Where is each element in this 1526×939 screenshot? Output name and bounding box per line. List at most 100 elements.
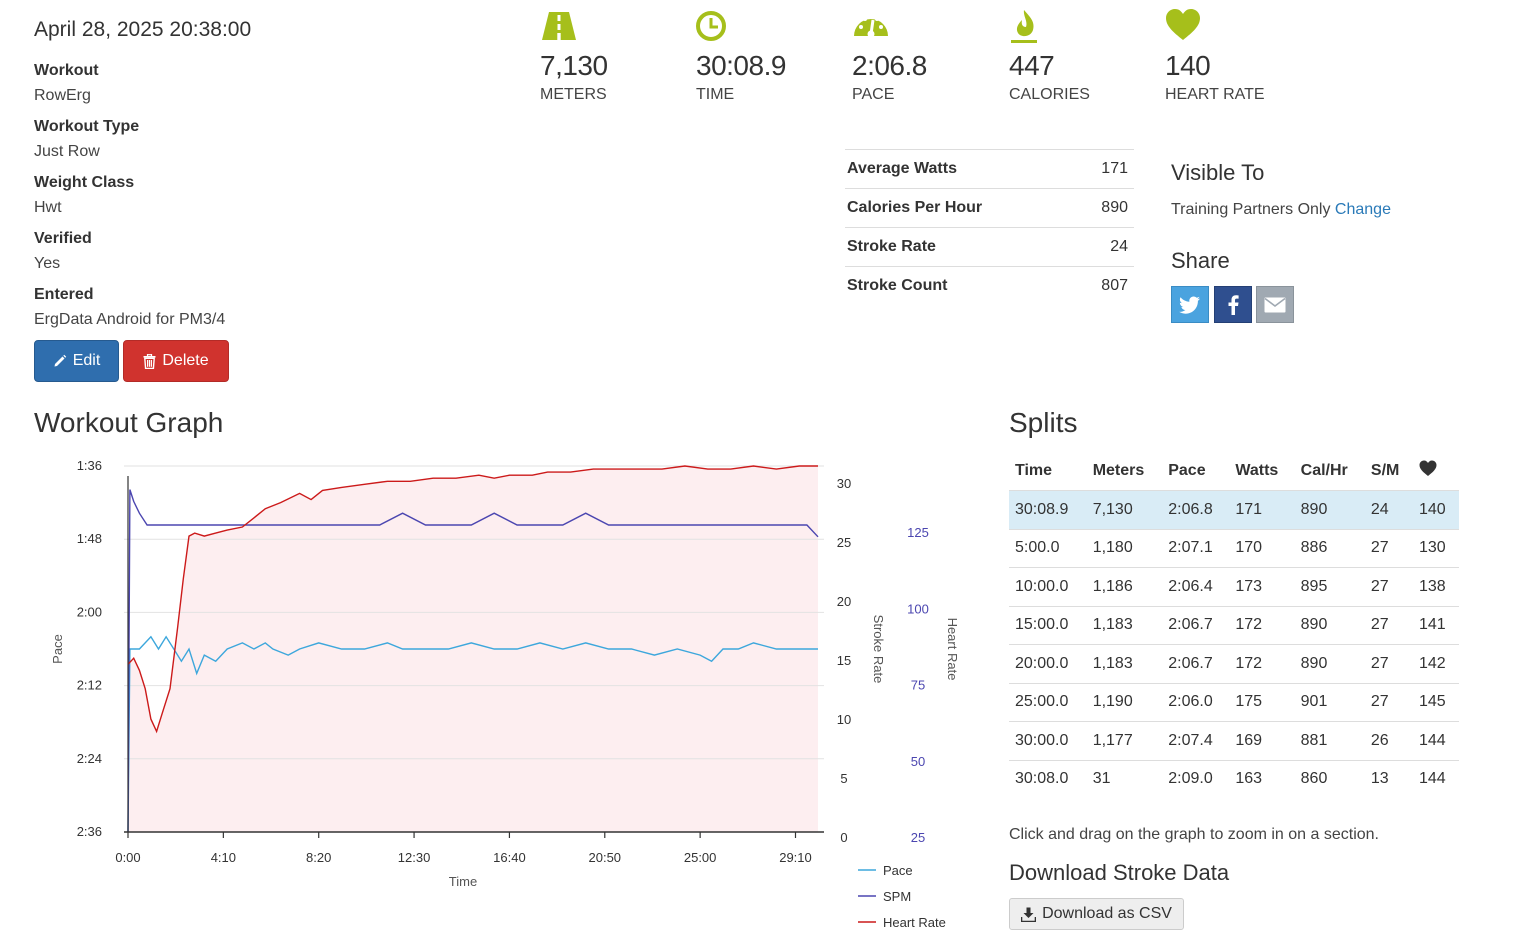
meta-value-verified: Yes	[34, 255, 61, 272]
stat-time-label: TIME	[696, 86, 735, 103]
splits-cell: 163	[1229, 759, 1295, 798]
delete-button[interactable]: Delete	[123, 340, 229, 382]
meta-value-weight-class: Hwt	[34, 199, 62, 216]
heart-rate-area	[128, 466, 818, 832]
pace-tick-label: 2:24	[77, 751, 102, 766]
splits-cell: 1,186	[1086, 567, 1163, 606]
road-icon	[542, 12, 576, 40]
splits-cell: 890	[1294, 490, 1365, 529]
splits-cell: 140	[1412, 490, 1459, 529]
splits-table: Time Meters Pace Watts Cal/Hr S/M 30:08.…	[1009, 452, 1459, 798]
stat-pace: 2:06.8 PACE	[852, 8, 1002, 104]
visible-to-title: Visible To	[1171, 160, 1265, 185]
summary-table: Average Watts 171 Calories Per Hour 890 …	[845, 149, 1134, 305]
download-csv-button[interactable]: Download as CSV	[1009, 898, 1184, 930]
splits-cell: 141	[1412, 605, 1459, 645]
meta-label-weight-class: Weight Class	[34, 174, 135, 191]
splits-row: 5:00.0 1,180 2:07.1 170 886 27 130	[1009, 528, 1459, 568]
splits-cell: 1,183	[1086, 605, 1163, 645]
download-stroke-data-title: Download Stroke Data	[1009, 860, 1230, 885]
summary-value: 171	[1077, 149, 1134, 189]
change-visibility-link[interactable]: Change	[1334, 201, 1391, 218]
splits-cell: 886	[1294, 528, 1365, 568]
heart-rate-axis-label: Heart Rate	[945, 618, 960, 681]
summary-row: Calories Per Hour 890	[845, 188, 1134, 228]
pace-axis-label: Pace	[50, 634, 65, 664]
stat-meters: 7,130 METERS	[540, 8, 690, 104]
share-twitter-button[interactable]	[1171, 286, 1209, 323]
splits-col-heart-rate	[1413, 452, 1459, 491]
share-email-button[interactable]	[1256, 286, 1294, 323]
splits-cell: 172	[1229, 605, 1295, 645]
x-tick-label: 8:20	[306, 850, 331, 865]
splits-cell: 145	[1412, 682, 1459, 722]
series-line-pace	[127, 635, 818, 833]
x-axis-label: Time	[449, 874, 477, 889]
splits-cell: 890	[1294, 644, 1365, 683]
splits-cell: 2:09.0	[1162, 759, 1230, 798]
splits-cell: 27	[1364, 682, 1413, 722]
splits-cell: 890	[1294, 605, 1365, 645]
x-tick-label: 29:10	[779, 850, 812, 865]
heart-icon	[1166, 9, 1200, 40]
splits-row: 25:00.0 1,190 2:06.0 175 901 27 145	[1009, 682, 1459, 722]
spm-tick-label: 30	[837, 476, 851, 491]
pace-tick-label: 2:12	[77, 678, 102, 693]
splits-cell: 138	[1412, 567, 1459, 606]
x-tick-label: 25:00	[684, 850, 717, 865]
stat-heart-rate-value: 140	[1165, 50, 1211, 81]
summary-value: 24	[1077, 227, 1134, 267]
summary-label: Stroke Count	[845, 266, 1078, 305]
splits-cell: 175	[1229, 682, 1295, 722]
pace-tick-label: 2:36	[77, 824, 102, 839]
x-tick-label: 12:30	[398, 850, 431, 865]
legend-label: Pace	[883, 863, 913, 878]
summary-row: Stroke Rate 24	[845, 227, 1134, 267]
splits-col-cal-hr: Cal/Hr	[1300, 462, 1348, 479]
splits-cell: 26	[1364, 721, 1413, 760]
hr-tick-label: 125	[907, 525, 929, 540]
stat-calories-value: 447	[1009, 50, 1055, 81]
trash-icon	[143, 353, 156, 369]
pace-tick-label: 2:00	[77, 604, 102, 619]
stat-pace-label: PACE	[852, 86, 895, 103]
pace-tick-label: 1:48	[77, 531, 102, 546]
share-facebook-button[interactable]	[1214, 286, 1252, 323]
splits-title: Splits	[1009, 407, 1078, 438]
spm-tick-label: 15	[837, 653, 851, 668]
series-line-spm	[127, 489, 819, 833]
splits-cell: 173	[1229, 567, 1295, 606]
clock-icon	[696, 11, 726, 41]
workout-chart[interactable]: 1:36 1:48 2:00 2:12 2:24 2:36 0 5 10 15 20 25 30 25 50…	[34, 450, 994, 939]
stat-time: 30:08.9 TIME	[696, 8, 846, 104]
splits-cell: 5:00.0	[1009, 528, 1087, 568]
summary-value: 890	[1077, 188, 1134, 228]
splits-header-row: Time Meters Pace Watts Cal/Hr S/M	[1009, 452, 1459, 491]
splits-row: 20:00.0 1,183 2:06.7 172 890 27 142	[1009, 644, 1459, 683]
series-line-heart-rate	[127, 465, 818, 734]
splits-cell: 27	[1364, 644, 1413, 683]
edit-button[interactable]: Edit	[34, 340, 119, 382]
zoom-hint: Click and drag on the graph to zoom in o…	[1009, 826, 1379, 843]
x-tick-label: 4:10	[211, 850, 236, 865]
splits-row: 10:00.0 1,186 2:06.4 173 895 27 138	[1009, 567, 1459, 606]
legend-label: SPM	[883, 889, 911, 904]
stat-calories: 447 CALORIES	[1009, 8, 1159, 104]
splits-cell: 881	[1294, 721, 1365, 760]
splits-col-meters: Meters	[1092, 462, 1145, 479]
splits-cell: 169	[1229, 721, 1295, 760]
workout-graph-title: Workout Graph	[34, 407, 224, 438]
splits-cell: 31	[1086, 759, 1163, 798]
summary-value: 807	[1077, 266, 1134, 305]
heart-icon	[1419, 460, 1437, 476]
hr-tick-label: 100	[907, 601, 929, 616]
splits-cell: 1,180	[1086, 528, 1163, 568]
splits-cell: 901	[1294, 682, 1365, 722]
splits-cell: 10:00.0	[1009, 567, 1087, 606]
splits-cell: 2:06.8	[1162, 490, 1230, 529]
stat-meters-label: METERS	[540, 86, 607, 103]
splits-col-pace: Pace	[1168, 462, 1206, 479]
hr-tick-label: 25	[911, 830, 925, 845]
splits-cell: 2:07.4	[1162, 721, 1230, 760]
stat-pace-value: 2:06.8	[852, 50, 927, 81]
